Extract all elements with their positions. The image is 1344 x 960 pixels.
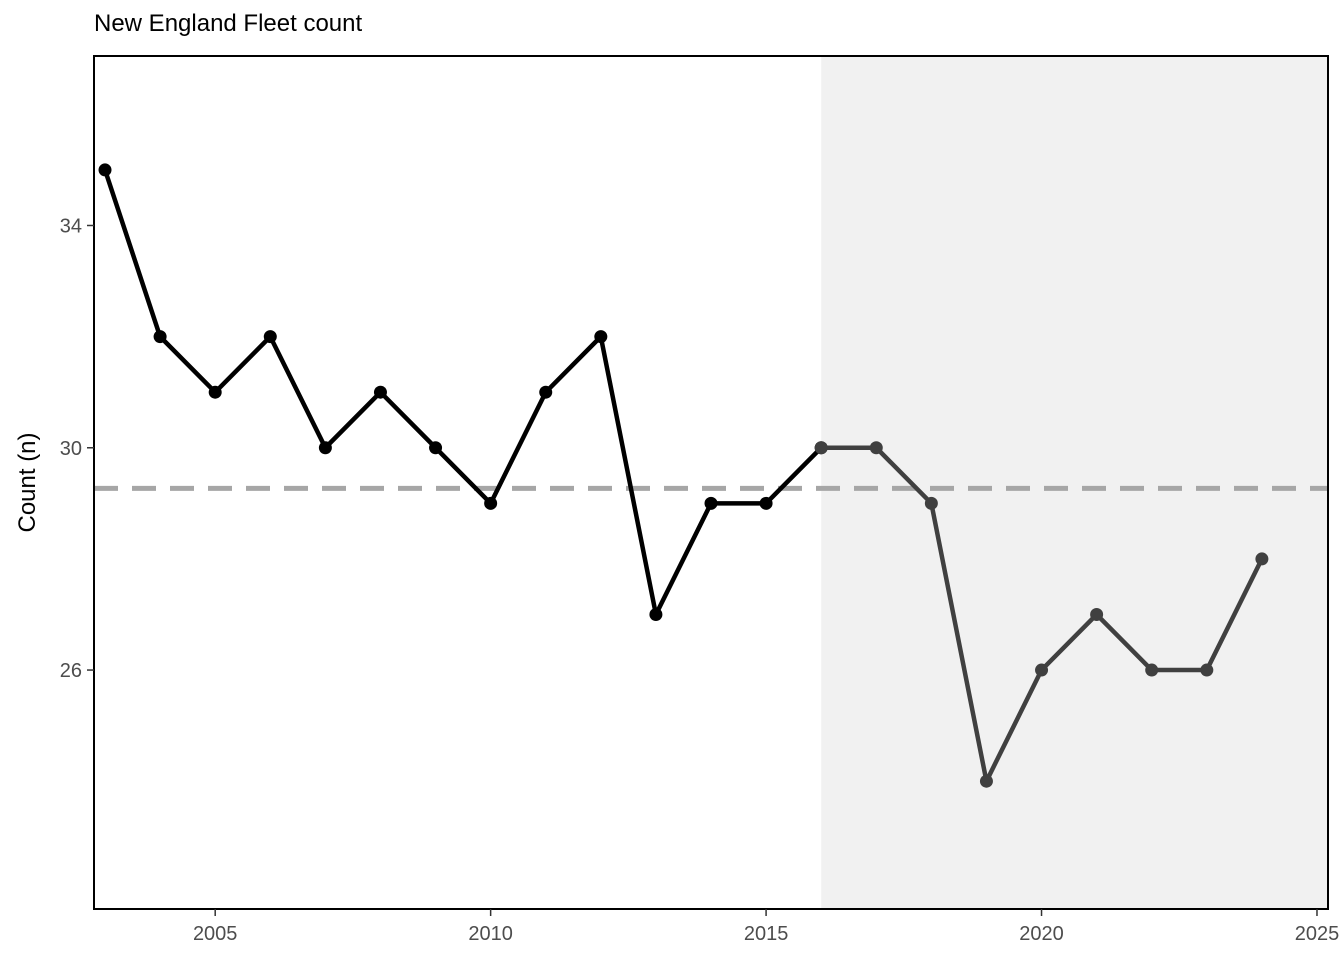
- series-1-point-2003: [98, 163, 112, 177]
- series-1-point-2007: [318, 441, 332, 455]
- chart-title: New England Fleet count: [94, 10, 363, 37]
- shaded-period-region: [821, 56, 1328, 909]
- series-1-point-2004: [153, 330, 167, 344]
- series-2-point-2022: [1145, 663, 1159, 677]
- series-2-point-2021: [1090, 607, 1104, 621]
- x-tick-label-2005: 2005: [193, 923, 238, 945]
- series-1-point-2011: [539, 385, 553, 399]
- x-tick-label-2010: 2010: [468, 923, 513, 945]
- series-1-point-2005: [208, 385, 222, 399]
- series-2-point-2019: [979, 774, 993, 788]
- series-1-point-2012: [594, 330, 608, 344]
- series-1-point-2009: [429, 441, 443, 455]
- series-1-point-2013: [649, 607, 663, 621]
- series-1-point-2015: [759, 496, 773, 510]
- y-axis-title: Count (n): [14, 432, 41, 532]
- series-1-line: [102, 167, 824, 617]
- series-2-point-2023: [1200, 663, 1214, 677]
- x-tick-label-2020: 2020: [1019, 923, 1064, 945]
- series-1-point-2008: [373, 385, 387, 399]
- series-1-point-2010: [484, 496, 498, 510]
- series-1-point-2014: [704, 496, 718, 510]
- series-2-point-2024: [1255, 552, 1269, 566]
- x-tick-label-2025: 2025: [1295, 923, 1340, 945]
- y-tick-label-26: 26: [60, 660, 82, 682]
- axis-layer: 2005 2010 2015 2020 2025 26 30 34: [60, 215, 1339, 945]
- x-tick-label-2015: 2015: [744, 923, 789, 945]
- series-layer: [98, 163, 1269, 788]
- series-2-point-2017: [869, 441, 883, 455]
- series-2-point-2018: [924, 496, 938, 510]
- y-tick-label-30: 30: [60, 438, 82, 460]
- series-2-point-2016: [814, 441, 828, 455]
- y-tick-label-34: 34: [60, 215, 82, 237]
- series-1-point-2006: [263, 330, 277, 344]
- panel-border: [93, 55, 1329, 910]
- series-2-point-2020: [1035, 663, 1049, 677]
